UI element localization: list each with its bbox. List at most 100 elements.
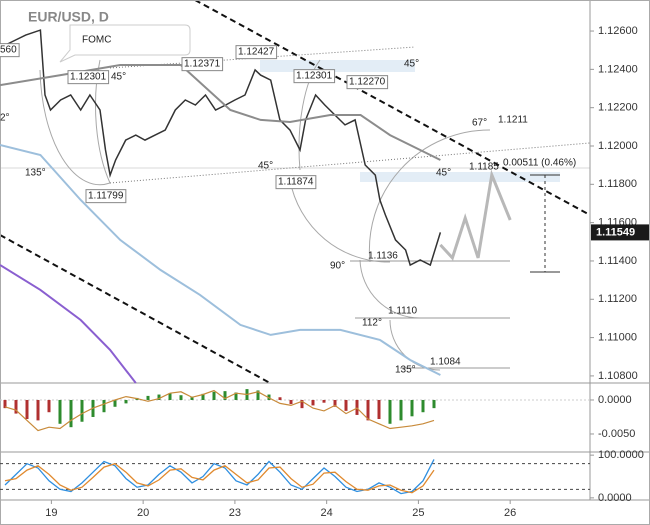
- y-tick-label: 1.12000: [598, 140, 638, 152]
- annotation: 1.1211: [498, 115, 528, 126]
- series-line: [439, 169, 512, 261]
- histogram-bar: [366, 399, 370, 421]
- annotation-box: [0, 43, 20, 58]
- annotation: 1.1136: [368, 251, 398, 262]
- series-line: [0, 264, 137, 384]
- chart-title: EUR/USD, D: [28, 9, 109, 25]
- histogram-bar: [223, 391, 227, 400]
- annotation: 45°: [436, 168, 451, 179]
- annotation: 112°: [362, 318, 382, 329]
- y-tick-label: 1.11200: [598, 293, 637, 305]
- annotation: 135°: [395, 365, 416, 376]
- histogram-bar: [14, 399, 18, 414]
- histogram-bar: [69, 399, 73, 428]
- histogram-bar: [36, 399, 40, 421]
- y-tick-label: 1.11000: [598, 331, 637, 343]
- annotation: 0.00511 (0.46%): [503, 158, 576, 169]
- signal-line: [4, 389, 435, 432]
- x-tick-label: 23: [229, 507, 241, 519]
- y-tick-label: 1.11800: [598, 178, 637, 190]
- histogram-bar: [3, 399, 7, 409]
- annotation: 1.12371: [184, 59, 221, 70]
- y-tick-label: 1.12200: [598, 102, 638, 114]
- histogram-bar: [289, 399, 293, 405]
- annotation: 2°: [0, 113, 10, 124]
- arc: [368, 129, 491, 263]
- histogram-bar: [80, 399, 84, 422]
- y-tick-label: 0.0000: [598, 394, 632, 406]
- histogram-bar: [388, 399, 392, 424]
- annotation: 1.1110: [388, 306, 418, 317]
- annotation: 1.1084: [430, 357, 461, 368]
- histogram-bar: [58, 399, 62, 424]
- annotation-box: [85, 189, 127, 204]
- histogram-bar: [410, 399, 414, 417]
- histogram-bar: [124, 399, 128, 404]
- arc: [359, 259, 421, 319]
- trend-line: [0, 234, 271, 384]
- histogram-bar: [102, 399, 106, 413]
- histogram-bar: [399, 399, 403, 421]
- trend-line: [194, 0, 591, 216]
- zone: [260, 60, 415, 72]
- annotation: 67°: [472, 118, 487, 129]
- channel-line: [109, 142, 591, 184]
- y-tick-label: -0.0050: [598, 428, 635, 440]
- annotation: 1.12270: [349, 77, 386, 88]
- histogram-bar: [179, 395, 183, 400]
- annotation: 45°: [258, 161, 273, 172]
- annotation: 135°: [25, 168, 46, 179]
- histogram-bar: [47, 399, 51, 413]
- callout: [59, 24, 191, 63]
- annotation: FOMC: [82, 35, 111, 46]
- histogram-bar: [190, 396, 194, 400]
- histogram-bar: [201, 393, 205, 400]
- histogram-bar: [256, 390, 260, 400]
- y-tick-label: 1.12400: [598, 63, 638, 75]
- annotation: 1.11799: [88, 191, 124, 202]
- annotation-box: [346, 75, 389, 90]
- histogram-bar: [25, 399, 29, 420]
- annotation: 560: [0, 45, 17, 56]
- histogram-bar: [311, 399, 315, 406]
- histogram-bar: [212, 391, 216, 400]
- histogram-bar: [234, 392, 238, 400]
- annotation-box: [181, 57, 224, 72]
- annotation: 1.1185: [469, 162, 499, 173]
- series-line: [0, 144, 441, 376]
- x-tick-label: 26: [504, 507, 516, 519]
- annotation: 45°: [404, 59, 419, 70]
- histogram-bar: [322, 399, 326, 403]
- annotation: 1.12301: [70, 72, 107, 83]
- y-tick-label: 1.11400: [598, 255, 637, 267]
- annotation: 90°: [330, 261, 345, 272]
- y-tick-label: 1.12600: [598, 25, 638, 37]
- annotation-box: [67, 70, 110, 85]
- histogram-bar: [432, 399, 436, 409]
- histogram-bar: [168, 393, 172, 400]
- annotation-box: [235, 45, 278, 60]
- x-tick-label: 25: [412, 507, 424, 519]
- histogram-bar: [344, 399, 348, 411]
- y-tick-label: 1.10800: [598, 370, 638, 382]
- histogram-bar: [157, 394, 161, 400]
- annotation: 1.11874: [278, 177, 314, 188]
- histogram-bar: [377, 399, 381, 420]
- x-tick-label: 24: [321, 507, 333, 519]
- series-line: [0, 64, 441, 161]
- annotation: 1.12427: [238, 47, 275, 58]
- y-tick-label: 0.0000: [598, 492, 632, 504]
- price-tag-label: 1.11549: [596, 226, 635, 238]
- zone: [360, 172, 560, 182]
- histogram-bar: [333, 399, 337, 407]
- stoch-line: [4, 462, 435, 494]
- annotation-box: [275, 175, 317, 190]
- annotation: 45°: [111, 72, 126, 83]
- annotation-box: [293, 69, 336, 84]
- arc: [298, 59, 321, 171]
- histogram-bar: [278, 397, 282, 400]
- histogram-bar: [113, 399, 117, 407]
- arcs: [39, 59, 491, 371]
